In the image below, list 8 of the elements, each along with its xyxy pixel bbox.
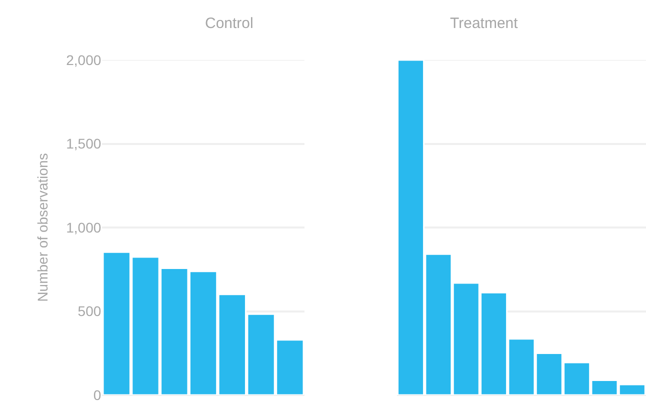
y-tick-label: 1,000	[66, 219, 102, 236]
chart-title: Treatment	[450, 15, 519, 32]
y-tick-label: 2,000	[66, 52, 102, 68]
y-axis-title: Number of observations	[34, 153, 51, 302]
y-tick-label: 1,500	[66, 136, 102, 152]
y-tick-label: 0	[93, 386, 102, 403]
chart-title: Control	[205, 15, 254, 32]
y-tick-label: 500	[78, 303, 102, 320]
